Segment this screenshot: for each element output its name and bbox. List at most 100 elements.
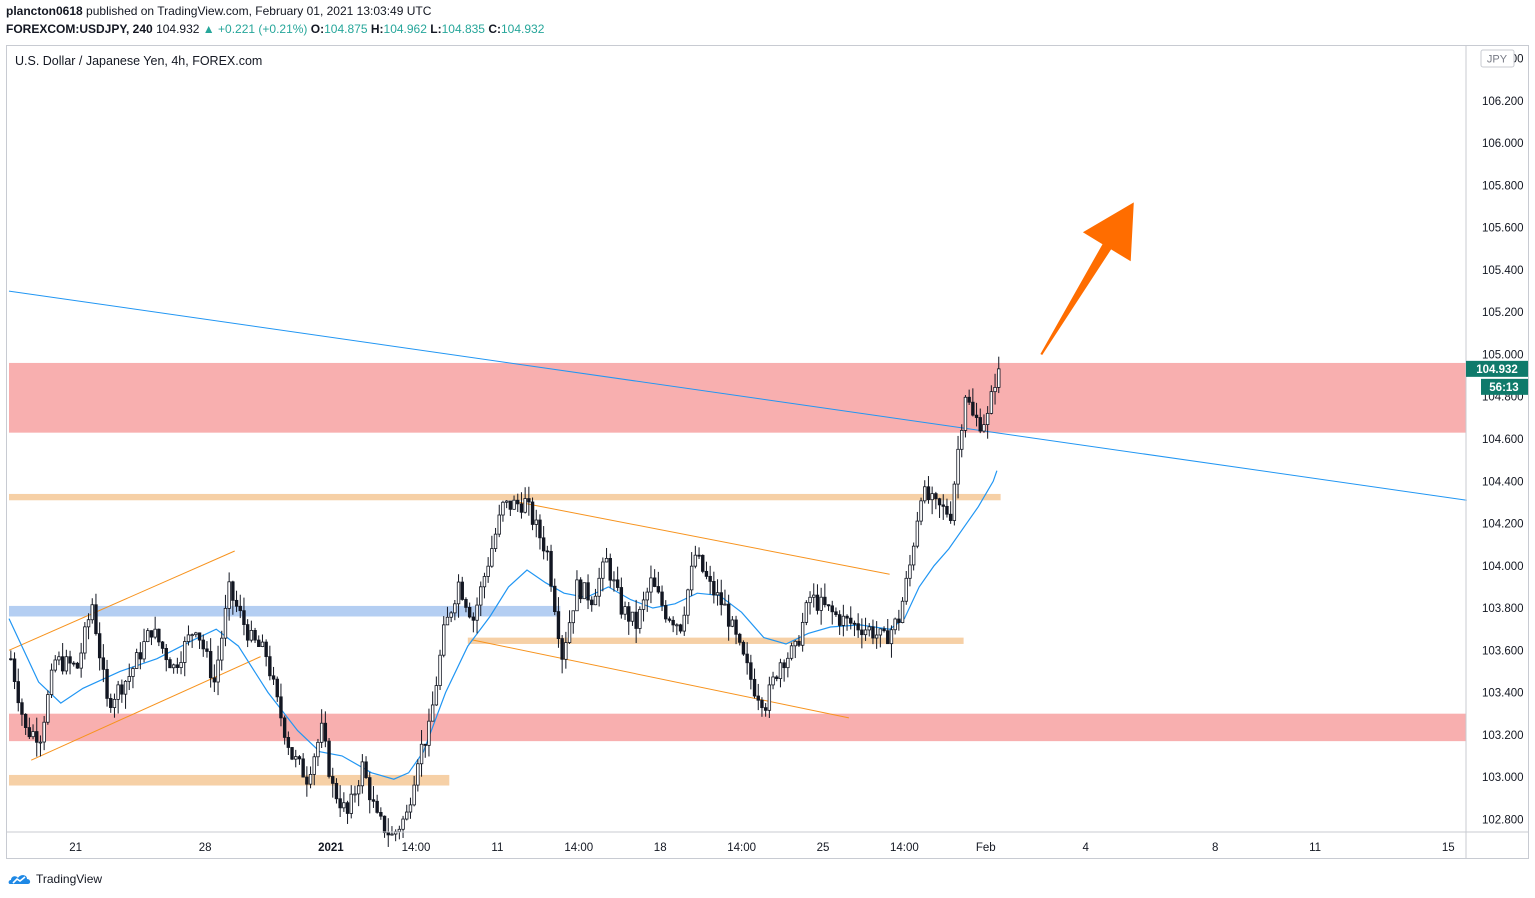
candle-body: [571, 610, 575, 624]
candle-body: [79, 652, 83, 669]
price-tick-label: 104.400: [1482, 476, 1524, 488]
candle-body: [268, 656, 272, 677]
author-name[interactable]: plancton0618: [6, 4, 83, 18]
candle-body: [312, 756, 316, 775]
channel-line: [519, 501, 890, 575]
candle-body: [319, 722, 324, 743]
low-key: L:: [430, 22, 442, 36]
candle-body: [493, 533, 498, 549]
candle-body: [308, 774, 313, 785]
candle-body: [231, 581, 235, 601]
candle-body: [49, 669, 54, 695]
candle-body: [530, 501, 535, 525]
candle-body: [109, 698, 113, 708]
candle-body: [956, 448, 960, 485]
price-tick-label: 105.000: [1482, 349, 1524, 361]
price-tick-label: 105.200: [1482, 307, 1524, 319]
candle-body: [630, 611, 635, 622]
candle-body: [90, 604, 94, 621]
price-tick-label: 104.600: [1482, 434, 1524, 446]
candle-body: [730, 619, 735, 627]
candle-body: [57, 656, 61, 661]
candle-body: [197, 632, 202, 641]
tradingview-footer[interactable]: TradingView: [8, 872, 102, 886]
candle-body: [982, 424, 986, 432]
candle-body: [305, 776, 309, 785]
candle-body: [675, 624, 679, 627]
candle-body: [264, 641, 268, 658]
candle-body: [952, 483, 957, 521]
candle-body: [967, 396, 971, 403]
candle-body: [338, 798, 342, 809]
candle-body: [183, 641, 187, 663]
candle-body: [282, 717, 287, 738]
candle-body: [734, 619, 738, 635]
candle-body: [545, 550, 550, 553]
price-tick-label: 103.800: [1482, 603, 1524, 615]
price-tick-label: 103.200: [1482, 730, 1524, 742]
candle-body: [556, 611, 561, 639]
candle-body: [253, 629, 257, 641]
time-tick-label: 14:00: [564, 842, 593, 854]
price-chart[interactable]: 106.400106.200106.000105.800105.600105.4…: [7, 46, 1528, 858]
candle-body: [349, 793, 353, 814]
time-tick-label: 28: [199, 842, 212, 854]
candle-body: [271, 675, 276, 680]
candle-body: [504, 500, 509, 503]
open-key: O:: [310, 22, 325, 36]
candle-body: [527, 498, 531, 503]
candle-body: [582, 582, 587, 600]
candle-body: [908, 564, 912, 579]
candle-body: [35, 731, 39, 743]
candle-body: [601, 561, 605, 579]
candle-body: [808, 596, 812, 604]
change-arrow-icon: ▲: [202, 22, 215, 36]
candle-body: [390, 833, 394, 836]
candle-body: [974, 414, 979, 418]
candle-body: [863, 629, 868, 636]
candle-body: [590, 599, 594, 606]
candle-body: [830, 605, 834, 613]
candle-body: [919, 500, 923, 522]
candle-body: [564, 642, 568, 660]
candle-body: [893, 618, 897, 631]
candle-body: [516, 499, 520, 505]
publish-info: plancton0618 published on TradingView.co…: [6, 4, 431, 18]
candle-body: [31, 731, 35, 738]
candle-body: [175, 664, 180, 668]
countdown-label: 56:13: [1489, 382, 1518, 394]
target-arrow: [1040, 202, 1134, 355]
candle-body: [186, 634, 191, 642]
price-tick-label: 103.400: [1482, 688, 1524, 700]
high-value: 104.962: [383, 22, 427, 36]
chart-frame[interactable]: 106.400106.200106.000105.800105.600105.4…: [6, 45, 1529, 859]
candle-body: [823, 596, 827, 606]
candle-body: [678, 624, 683, 632]
price-tick-label: 105.600: [1482, 223, 1524, 235]
candle-body: [227, 581, 231, 609]
candle-body: [72, 662, 76, 665]
candle-body: [593, 595, 598, 606]
candle-body: [327, 740, 331, 777]
candle-body: [686, 589, 690, 616]
price-tick-label: 104.200: [1482, 519, 1524, 531]
candle-body: [937, 498, 942, 506]
candle-body: [201, 639, 205, 650]
candle-body: [560, 638, 564, 660]
candle-body: [138, 652, 143, 660]
candle-body: [523, 498, 527, 513]
currency-box[interactable]: [1480, 49, 1515, 68]
candle-body: [660, 591, 664, 606]
candle-body: [845, 615, 849, 619]
channel-line: [8, 550, 235, 651]
candle-body: [46, 694, 50, 723]
candle-body: [464, 599, 468, 608]
candle-body: [856, 623, 860, 631]
candle-body: [782, 662, 786, 669]
price-tick-label: 106.000: [1482, 138, 1524, 150]
candle-body: [442, 624, 446, 656]
candle-body: [715, 592, 720, 596]
candle-body: [38, 741, 43, 744]
candle-body: [194, 632, 198, 636]
candle-body: [416, 763, 420, 786]
